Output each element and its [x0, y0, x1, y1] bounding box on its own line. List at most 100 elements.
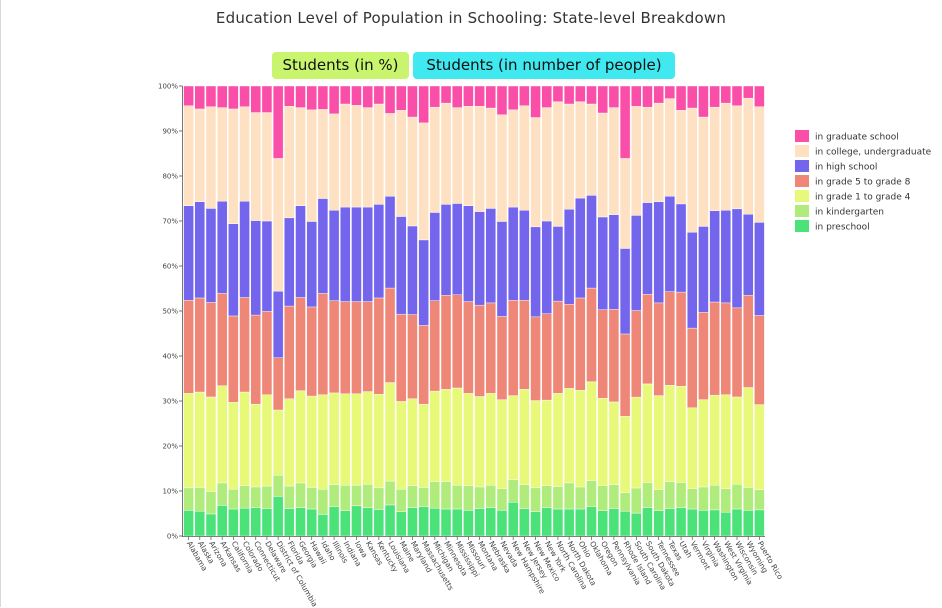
bar-maine-in-grade-1-to-grade-4[interactable] [396, 401, 407, 490]
bar-pennsylvania-in-high-school[interactable] [608, 214, 620, 310]
bar-maryland-in-kindergarten[interactable] [407, 485, 418, 508]
bar-colorado-in-graduate-school[interactable] [239, 85, 250, 107]
bar-west-virginia-in-graduate-school[interactable] [720, 85, 732, 104]
bar-indiana-in-grade-1-to-grade-4[interactable] [340, 393, 351, 486]
bar-iowa-in-grade-5-to-grade-8[interactable] [351, 301, 362, 394]
bar-texas-in-graduate-school[interactable] [664, 85, 676, 99]
bar-new-york-in-grade-1-to-grade-4[interactable] [541, 399, 552, 486]
bar-ohio-in-college-undergraduate[interactable] [575, 101, 586, 199]
bar-rhode-island-in-grade-1-to-grade-4[interactable] [619, 416, 631, 493]
bar-louisiana-in-grade-1-to-grade-4[interactable] [384, 382, 396, 482]
bar-maine-in-preschool[interactable] [396, 511, 407, 537]
bar-alabama-in-graduate-school[interactable] [183, 85, 194, 106]
bar-oklahoma-in-college-undergraduate[interactable] [586, 103, 597, 196]
bar-north-carolina-in-graduate-school[interactable] [552, 85, 564, 102]
bar-north-carolina-in-preschool[interactable] [552, 508, 564, 537]
bar-north-dakota-in-kindergarten[interactable] [563, 482, 575, 510]
bar-delaware-in-preschool[interactable] [261, 508, 273, 537]
bar-vermont-in-preschool[interactable] [687, 508, 698, 537]
bar-new-mexico-in-college-undergraduate[interactable] [530, 117, 541, 228]
bar-west-virginia-in-college-undergraduate[interactable] [720, 102, 732, 211]
bar-illinois-in-high-school[interactable] [328, 209, 340, 301]
bar-texas-in-kindergarten[interactable] [664, 481, 676, 509]
bar-nebraska-in-grade-5-to-grade-8[interactable] [485, 302, 496, 394]
bar-new-mexico-in-preschool[interactable] [530, 511, 541, 537]
bar-kansas-in-grade-1-to-grade-4[interactable] [362, 391, 373, 485]
bar-tennessee-in-high-school[interactable] [653, 201, 664, 304]
bar-connecticut-in-high-school[interactable] [250, 220, 261, 316]
bar-delaware-in-grade-1-to-grade-4[interactable] [261, 394, 273, 487]
bar-connecticut-in-preschool[interactable] [250, 507, 261, 537]
bar-puerto-rico-in-graduate-school[interactable] [754, 85, 765, 107]
bar-vermont-in-college-undergraduate[interactable] [687, 107, 698, 233]
bar-michigan-in-grade-1-to-grade-4[interactable] [429, 390, 441, 482]
bar-arizona-in-grade-1-to-grade-4[interactable] [205, 396, 217, 492]
bar-kansas-in-kindergarten[interactable] [362, 484, 373, 508]
bar-indiana-in-high-school[interactable] [340, 206, 351, 302]
bar-utah-in-grade-1-to-grade-4[interactable] [675, 385, 687, 483]
bar-south-dakota-in-high-school[interactable] [642, 202, 653, 295]
bar-connecticut-in-grade-5-to-grade-8[interactable] [250, 314, 261, 405]
bar-rhode-island-in-grade-5-to-grade-8[interactable] [619, 333, 631, 417]
bar-new-jersey-in-grade-1-to-grade-4[interactable] [519, 389, 530, 485]
bar-alaska-in-graduate-school[interactable] [194, 85, 205, 110]
bar-alabama-in-preschool[interactable] [183, 510, 194, 537]
bar-west-virginia-in-grade-1-to-grade-4[interactable] [720, 394, 732, 489]
bar-alabama-in-kindergarten[interactable] [183, 487, 194, 511]
bar-north-dakota-in-graduate-school[interactable] [563, 85, 575, 105]
bar-hawaii-in-grade-1-to-grade-4[interactable] [306, 395, 317, 488]
bar-district-of-columbia-in-preschool[interactable] [272, 496, 284, 537]
bar-delaware-in-kindergarten[interactable] [261, 485, 273, 509]
bar-south-carolina-in-high-school[interactable] [631, 215, 642, 311]
bar-california-in-preschool[interactable] [228, 508, 239, 537]
bar-massachusetts-in-grade-5-to-grade-8[interactable] [418, 325, 429, 405]
bar-nebraska-in-preschool[interactable] [485, 507, 496, 537]
bar-indiana-in-graduate-school[interactable] [340, 85, 351, 105]
bar-south-carolina-in-graduate-school[interactable] [631, 85, 642, 107]
bar-oklahoma-in-kindergarten[interactable] [586, 480, 597, 507]
bar-vermont-in-grade-1-to-grade-4[interactable] [687, 407, 698, 489]
bar-montana-in-graduate-school[interactable] [474, 85, 485, 107]
bar-utah-in-grade-5-to-grade-8[interactable] [675, 291, 687, 387]
bar-virginia-in-preschool[interactable] [698, 510, 709, 537]
bar-virginia-in-graduate-school[interactable] [698, 85, 709, 118]
bar-nevada-in-preschool[interactable] [496, 510, 508, 537]
bar-oklahoma-in-grade-5-to-grade-8[interactable] [586, 287, 597, 382]
bar-oregon-in-high-school[interactable] [597, 216, 608, 310]
bar-washington-in-grade-1-to-grade-4[interactable] [709, 394, 720, 486]
bar-mississippi-in-preschool[interactable] [452, 508, 463, 537]
bar-kentucky-in-college-undergraduate[interactable] [373, 103, 385, 205]
bar-indiana-in-kindergarten[interactable] [340, 484, 351, 511]
bar-nebraska-in-graduate-school[interactable] [485, 85, 496, 109]
bar-south-carolina-in-kindergarten[interactable] [631, 487, 642, 514]
bar-maine-in-college-undergraduate[interactable] [396, 110, 407, 217]
bar-montana-in-preschool[interactable] [474, 508, 485, 537]
bar-rhode-island-in-kindergarten[interactable] [619, 492, 631, 512]
bar-nebraska-in-grade-1-to-grade-4[interactable] [485, 393, 496, 486]
bar-montana-in-grade-5-to-grade-8[interactable] [474, 304, 485, 397]
bar-wisconsin-in-graduate-school[interactable] [731, 85, 743, 106]
bar-maryland-in-grade-1-to-grade-4[interactable] [407, 398, 418, 486]
bar-maryland-in-grade-5-to-grade-8[interactable] [407, 314, 418, 399]
bar-hawaii-in-graduate-school[interactable] [306, 85, 317, 111]
bar-north-carolina-in-grade-1-to-grade-4[interactable] [552, 393, 564, 487]
bar-new-jersey-in-high-school[interactable] [519, 209, 530, 301]
bar-idaho-in-college-undergraduate[interactable] [317, 109, 329, 199]
bar-new-york-in-grade-5-to-grade-8[interactable] [541, 313, 552, 401]
bar-montana-in-grade-1-to-grade-4[interactable] [474, 396, 485, 488]
bar-oregon-in-grade-1-to-grade-4[interactable] [597, 398, 608, 486]
bar-new-hampshire-in-graduate-school[interactable] [507, 85, 519, 111]
bar-michigan-in-college-undergraduate[interactable] [429, 106, 441, 213]
bar-utah-in-kindergarten[interactable] [675, 482, 687, 508]
bar-west-virginia-in-high-school[interactable] [720, 209, 732, 304]
bar-montana-in-college-undergraduate[interactable] [474, 106, 485, 212]
bar-massachusetts-in-graduate-school[interactable] [418, 85, 429, 124]
bar-alaska-in-grade-5-to-grade-8[interactable] [194, 297, 205, 393]
bar-colorado-in-college-undergraduate[interactable] [239, 106, 250, 202]
bar-michigan-in-kindergarten[interactable] [429, 481, 441, 509]
bar-illinois-in-kindergarten[interactable] [328, 484, 340, 507]
bar-massachusetts-in-grade-1-to-grade-4[interactable] [418, 403, 429, 488]
bar-new-mexico-in-grade-5-to-grade-8[interactable] [530, 316, 541, 401]
bar-utah-in-graduate-school[interactable] [675, 85, 687, 111]
bar-ohio-in-preschool[interactable] [575, 508, 586, 537]
